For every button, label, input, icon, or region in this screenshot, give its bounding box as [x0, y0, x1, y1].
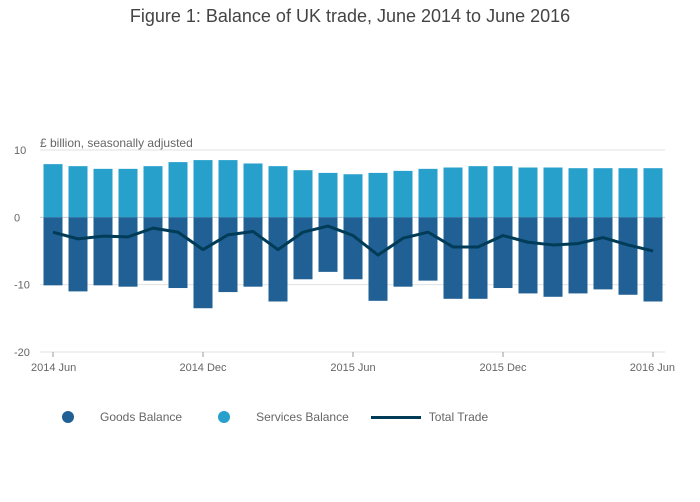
- services-bar: [268, 166, 288, 218]
- x-tick-label: 2015 Jun: [330, 362, 375, 374]
- goods-bar: [193, 217, 213, 309]
- services-bar: [43, 164, 63, 218]
- total-line-icon: [370, 415, 421, 419]
- services-bar: [343, 174, 363, 218]
- goods-bar: [543, 217, 563, 297]
- chart-legend: Goods Balance Services Balance Total Tra…: [62, 408, 524, 426]
- goods-bar: [568, 217, 588, 294]
- services-bar: [68, 166, 88, 218]
- goods-bar: [168, 217, 188, 289]
- goods-bar: [518, 217, 538, 294]
- y-tick-label: -10: [14, 280, 30, 292]
- legend-item-goods[interactable]: Goods Balance: [62, 410, 182, 424]
- y-axis-unit-label: £ billion, seasonally adjusted: [40, 136, 193, 150]
- goods-bar: [268, 217, 288, 302]
- goods-bar: [418, 217, 438, 281]
- goods-bar: [593, 217, 613, 290]
- services-bar: [568, 168, 588, 218]
- goods-bar: [218, 217, 238, 293]
- services-bar: [293, 170, 313, 218]
- services-bar: [418, 168, 438, 218]
- services-bar: [243, 163, 263, 218]
- goods-bar: [93, 217, 113, 286]
- services-bar: [393, 170, 413, 218]
- services-bar: [443, 167, 463, 218]
- services-bar: [118, 168, 138, 218]
- services-bar: [618, 168, 638, 218]
- goods-bar: [143, 217, 163, 281]
- legend-label-goods: Goods Balance: [100, 410, 183, 424]
- services-bar: [193, 160, 213, 218]
- goods-bar: [443, 217, 463, 299]
- legend-label-total: Total Trade: [428, 410, 489, 424]
- services-bar: [518, 167, 538, 218]
- goods-bar: [493, 217, 513, 289]
- goods-bar: [68, 217, 88, 292]
- goods-bar: [243, 217, 263, 287]
- goods-bar: [393, 217, 413, 287]
- services-bar: [543, 167, 563, 218]
- services-bar: [643, 168, 663, 218]
- x-tick-label: 2014 Jun: [31, 362, 76, 374]
- goods-bar: [368, 217, 388, 301]
- goods-bar: [618, 217, 638, 295]
- services-bar: [493, 166, 513, 218]
- services-bar: [168, 162, 188, 218]
- y-tick-label: -20: [14, 347, 30, 359]
- legend-item-total[interactable]: Total Trade: [370, 410, 489, 424]
- x-tick-label: 2016 Jun: [630, 362, 675, 374]
- legend-item-services[interactable]: Services Balance: [218, 410, 349, 424]
- goods-swatch-icon: [62, 411, 74, 423]
- services-bar: [593, 168, 613, 218]
- legend-label-services: Services Balance: [256, 410, 349, 424]
- services-bar: [368, 172, 388, 218]
- services-bar: [143, 166, 163, 218]
- services-bar: [218, 160, 238, 218]
- total-trade-line: [52, 224, 654, 257]
- y-tick-label: 10: [14, 145, 26, 157]
- services-bar: [318, 172, 338, 218]
- goods-bar: [468, 217, 488, 299]
- y-tick-label: 0: [14, 212, 20, 224]
- goods-bar: [293, 217, 313, 280]
- goods-bar: [43, 217, 63, 286]
- goods-bar: [318, 217, 338, 272]
- goods-bar: [343, 217, 363, 280]
- x-tick-label: 2014 Dec: [179, 362, 227, 374]
- services-bar: [93, 168, 113, 218]
- chart-title: Figure 1: Balance of UK trade, June 2014…: [129, 6, 571, 26]
- goods-bar: [118, 217, 138, 287]
- x-tick-label: 2015 Dec: [479, 362, 527, 374]
- services-swatch-icon: [218, 411, 231, 423]
- goods-bar: [643, 217, 663, 302]
- services-bar: [468, 166, 488, 218]
